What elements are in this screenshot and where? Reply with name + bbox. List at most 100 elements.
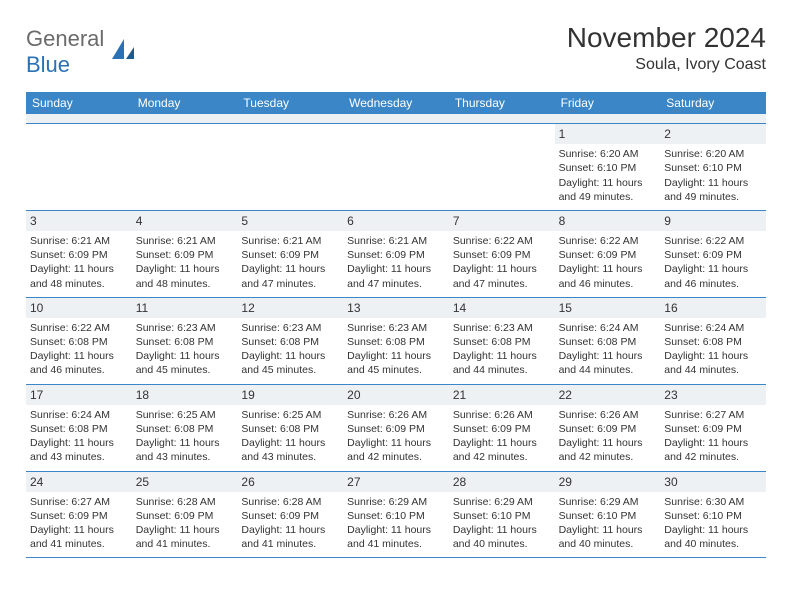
header: General Blue November 2024 Soula, Ivory …	[26, 22, 766, 78]
sunrise-text: Sunrise: 6:22 AM	[664, 234, 762, 248]
day-cell: 12Sunrise: 6:23 AMSunset: 6:08 PMDayligh…	[237, 298, 343, 384]
daylight-text: Daylight: 11 hours and 41 minutes.	[241, 523, 339, 551]
week-row: 3Sunrise: 6:21 AMSunset: 6:09 PMDaylight…	[26, 211, 766, 298]
sunrise-text: Sunrise: 6:21 AM	[136, 234, 234, 248]
daylight-text: Daylight: 11 hours and 41 minutes.	[136, 523, 234, 551]
day-number: 26	[237, 472, 343, 492]
day-number: 29	[555, 472, 661, 492]
sunset-text: Sunset: 6:09 PM	[347, 248, 445, 262]
day-number: 9	[660, 211, 766, 231]
sunset-text: Sunset: 6:08 PM	[241, 335, 339, 349]
sunrise-text: Sunrise: 6:27 AM	[664, 408, 762, 422]
daylight-text: Daylight: 11 hours and 49 minutes.	[559, 176, 657, 204]
day-number: 19	[237, 385, 343, 405]
sunset-text: Sunset: 6:09 PM	[30, 248, 128, 262]
sunset-text: Sunset: 6:09 PM	[241, 509, 339, 523]
sunrise-text: Sunrise: 6:20 AM	[559, 147, 657, 161]
daylight-text: Daylight: 11 hours and 40 minutes.	[559, 523, 657, 551]
daylight-text: Daylight: 11 hours and 41 minutes.	[30, 523, 128, 551]
daylight-text: Daylight: 11 hours and 45 minutes.	[136, 349, 234, 377]
day-cell-empty	[237, 124, 343, 210]
title-block: November 2024 Soula, Ivory Coast	[567, 22, 766, 74]
day-number: 30	[660, 472, 766, 492]
day-number: 5	[237, 211, 343, 231]
sunrise-text: Sunrise: 6:21 AM	[347, 234, 445, 248]
sunset-text: Sunset: 6:10 PM	[559, 161, 657, 175]
daylight-text: Daylight: 11 hours and 44 minutes.	[453, 349, 551, 377]
logo-general-text: General	[26, 26, 104, 51]
sunset-text: Sunset: 6:10 PM	[559, 509, 657, 523]
day-cell-empty	[343, 124, 449, 210]
daylight-text: Daylight: 11 hours and 46 minutes.	[30, 349, 128, 377]
day-cell: 4Sunrise: 6:21 AMSunset: 6:09 PMDaylight…	[132, 211, 238, 297]
day-number: 6	[343, 211, 449, 231]
sunrise-text: Sunrise: 6:22 AM	[453, 234, 551, 248]
spacer-row	[26, 114, 766, 124]
daylight-text: Daylight: 11 hours and 43 minutes.	[241, 436, 339, 464]
sunrise-text: Sunrise: 6:22 AM	[559, 234, 657, 248]
day-cell: 1Sunrise: 6:20 AMSunset: 6:10 PMDaylight…	[555, 124, 661, 210]
sunrise-text: Sunrise: 6:29 AM	[347, 495, 445, 509]
sunrise-text: Sunrise: 6:23 AM	[347, 321, 445, 335]
weekday-thursday: Thursday	[449, 92, 555, 114]
weekday-monday: Monday	[132, 92, 238, 114]
daylight-text: Daylight: 11 hours and 47 minutes.	[347, 262, 445, 290]
sunset-text: Sunset: 6:08 PM	[347, 335, 445, 349]
daylight-text: Daylight: 11 hours and 40 minutes.	[453, 523, 551, 551]
daylight-text: Daylight: 11 hours and 43 minutes.	[136, 436, 234, 464]
sunset-text: Sunset: 6:08 PM	[30, 335, 128, 349]
day-cell: 25Sunrise: 6:28 AMSunset: 6:09 PMDayligh…	[132, 472, 238, 558]
daylight-text: Daylight: 11 hours and 43 minutes.	[30, 436, 128, 464]
logo: General Blue	[26, 26, 136, 78]
day-cell: 26Sunrise: 6:28 AMSunset: 6:09 PMDayligh…	[237, 472, 343, 558]
daylight-text: Daylight: 11 hours and 48 minutes.	[136, 262, 234, 290]
daylight-text: Daylight: 11 hours and 42 minutes.	[559, 436, 657, 464]
day-number: 2	[660, 124, 766, 144]
day-cell: 17Sunrise: 6:24 AMSunset: 6:08 PMDayligh…	[26, 385, 132, 471]
sunset-text: Sunset: 6:09 PM	[347, 422, 445, 436]
day-number: 15	[555, 298, 661, 318]
week-row: 24Sunrise: 6:27 AMSunset: 6:09 PMDayligh…	[26, 472, 766, 559]
sunrise-text: Sunrise: 6:23 AM	[136, 321, 234, 335]
sunrise-text: Sunrise: 6:23 AM	[241, 321, 339, 335]
day-number: 21	[449, 385, 555, 405]
sunset-text: Sunset: 6:09 PM	[664, 422, 762, 436]
daylight-text: Daylight: 11 hours and 44 minutes.	[559, 349, 657, 377]
day-cell: 14Sunrise: 6:23 AMSunset: 6:08 PMDayligh…	[449, 298, 555, 384]
day-cell: 28Sunrise: 6:29 AMSunset: 6:10 PMDayligh…	[449, 472, 555, 558]
sunset-text: Sunset: 6:09 PM	[559, 248, 657, 262]
logo-blue-text: Blue	[26, 52, 70, 77]
daylight-text: Daylight: 11 hours and 47 minutes.	[241, 262, 339, 290]
day-number: 4	[132, 211, 238, 231]
day-cell: 8Sunrise: 6:22 AMSunset: 6:09 PMDaylight…	[555, 211, 661, 297]
sunrise-text: Sunrise: 6:26 AM	[347, 408, 445, 422]
day-number: 12	[237, 298, 343, 318]
sunset-text: Sunset: 6:09 PM	[241, 248, 339, 262]
sunrise-text: Sunrise: 6:22 AM	[30, 321, 128, 335]
daylight-text: Daylight: 11 hours and 42 minutes.	[453, 436, 551, 464]
daylight-text: Daylight: 11 hours and 49 minutes.	[664, 176, 762, 204]
day-number: 22	[555, 385, 661, 405]
sunset-text: Sunset: 6:08 PM	[559, 335, 657, 349]
day-cell: 7Sunrise: 6:22 AMSunset: 6:09 PMDaylight…	[449, 211, 555, 297]
sunrise-text: Sunrise: 6:21 AM	[241, 234, 339, 248]
daylight-text: Daylight: 11 hours and 42 minutes.	[347, 436, 445, 464]
logo-sail-icon	[110, 37, 136, 68]
day-number: 3	[26, 211, 132, 231]
sunrise-text: Sunrise: 6:29 AM	[453, 495, 551, 509]
day-cell: 3Sunrise: 6:21 AMSunset: 6:09 PMDaylight…	[26, 211, 132, 297]
daylight-text: Daylight: 11 hours and 41 minutes.	[347, 523, 445, 551]
sunrise-text: Sunrise: 6:24 AM	[559, 321, 657, 335]
weekday-sunday: Sunday	[26, 92, 132, 114]
weeks-container: 1Sunrise: 6:20 AMSunset: 6:10 PMDaylight…	[26, 124, 766, 558]
day-number: 27	[343, 472, 449, 492]
day-number: 10	[26, 298, 132, 318]
sunrise-text: Sunrise: 6:28 AM	[136, 495, 234, 509]
day-number: 28	[449, 472, 555, 492]
sunset-text: Sunset: 6:09 PM	[30, 509, 128, 523]
month-title: November 2024	[567, 22, 766, 54]
sunrise-text: Sunrise: 6:23 AM	[453, 321, 551, 335]
sunset-text: Sunset: 6:08 PM	[664, 335, 762, 349]
sunset-text: Sunset: 6:08 PM	[30, 422, 128, 436]
week-row: 17Sunrise: 6:24 AMSunset: 6:08 PMDayligh…	[26, 385, 766, 472]
